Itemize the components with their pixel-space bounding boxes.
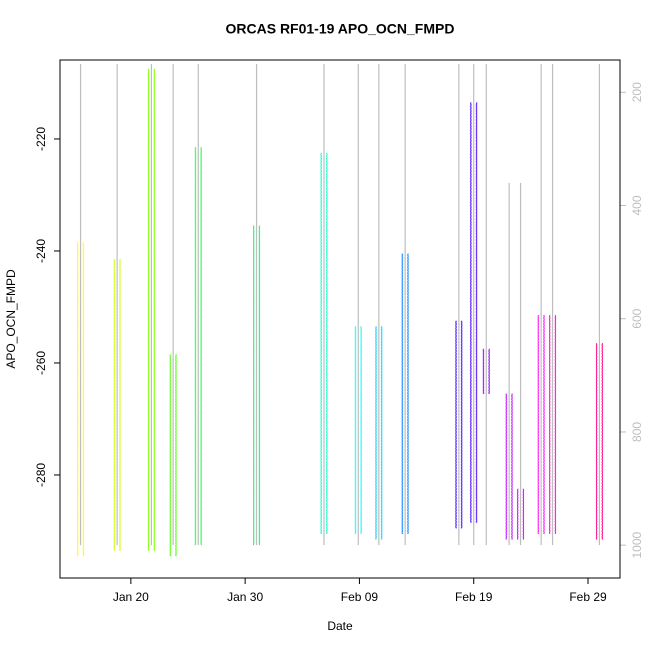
- y2-tick-label: 400: [630, 195, 644, 215]
- y-axis-label: APO_OCN_FMPD: [4, 269, 18, 369]
- flight-range: [400, 253, 411, 534]
- flight-range: [146, 68, 157, 551]
- plot-area: [75, 63, 605, 557]
- flight-range: [373, 326, 384, 540]
- y-tick-label: -280: [34, 463, 48, 487]
- flight-range: [547, 315, 558, 534]
- y-tick-label: -240: [34, 239, 48, 263]
- flight-range: [112, 259, 123, 551]
- x-tick-label: Feb 29: [569, 590, 607, 604]
- flight-range: [594, 343, 605, 540]
- flight-range: [75, 242, 86, 557]
- y2-tick-label: 200: [630, 82, 644, 102]
- flight-range: [193, 147, 204, 546]
- flight-range: [319, 152, 329, 534]
- y-tick-label: -220: [34, 127, 48, 151]
- y2-tick-label: 1000: [630, 531, 644, 558]
- x-tick-label: Feb 09: [341, 590, 379, 604]
- y2-tick-label: 800: [630, 422, 644, 442]
- x-tick-label: Jan 30: [227, 590, 263, 604]
- flight-range: [251, 225, 262, 546]
- flight-range: [536, 315, 547, 534]
- flight-range: [353, 326, 364, 534]
- y2-tick-label: 600: [630, 308, 644, 328]
- plot-frame: [59, 59, 621, 579]
- flight-range: [168, 354, 179, 557]
- flight-range: [481, 348, 492, 394]
- y-tick-label: -260: [34, 351, 48, 375]
- chart-title: ORCAS RF01-19 APO_OCN_FMPD: [226, 21, 455, 37]
- flight-range: [515, 488, 526, 540]
- flight-range: [453, 320, 464, 529]
- flight-range: [468, 102, 479, 523]
- x-tick-label: Jan 20: [113, 590, 149, 604]
- flight-range: [504, 393, 515, 540]
- x-axis-label: Date: [327, 619, 353, 633]
- x-tick-label: Feb 19: [455, 590, 493, 604]
